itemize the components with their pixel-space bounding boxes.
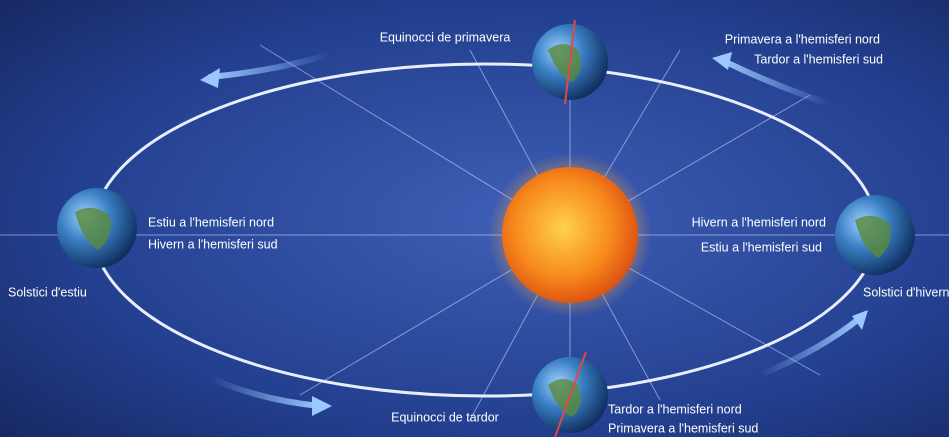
label: Hivern a l'hemisferi nord xyxy=(692,215,826,229)
label: Equinocci de tardor xyxy=(391,410,499,424)
label: Estiu a l'hemisferi sud xyxy=(701,240,822,254)
label: Estiu a l'hemisferi nord xyxy=(148,215,274,229)
label: Primavera a l'hemisferi sud xyxy=(608,421,758,435)
diagram: Equinocci de primavera Primavera a l'hem… xyxy=(0,0,949,437)
label: Solstici d'estiu xyxy=(8,285,87,299)
label: Tardor a l'hemisferi nord xyxy=(608,402,742,416)
label: Primavera a l'hemisferi nord xyxy=(725,32,880,46)
label: Hivern a l'hemisferi sud xyxy=(148,237,278,251)
sun xyxy=(502,167,638,303)
label: Tardor a l'hemisferi sud xyxy=(754,52,883,66)
label: Equinocci de primavera xyxy=(380,30,511,44)
label: Solstici d'hivern xyxy=(863,285,949,299)
